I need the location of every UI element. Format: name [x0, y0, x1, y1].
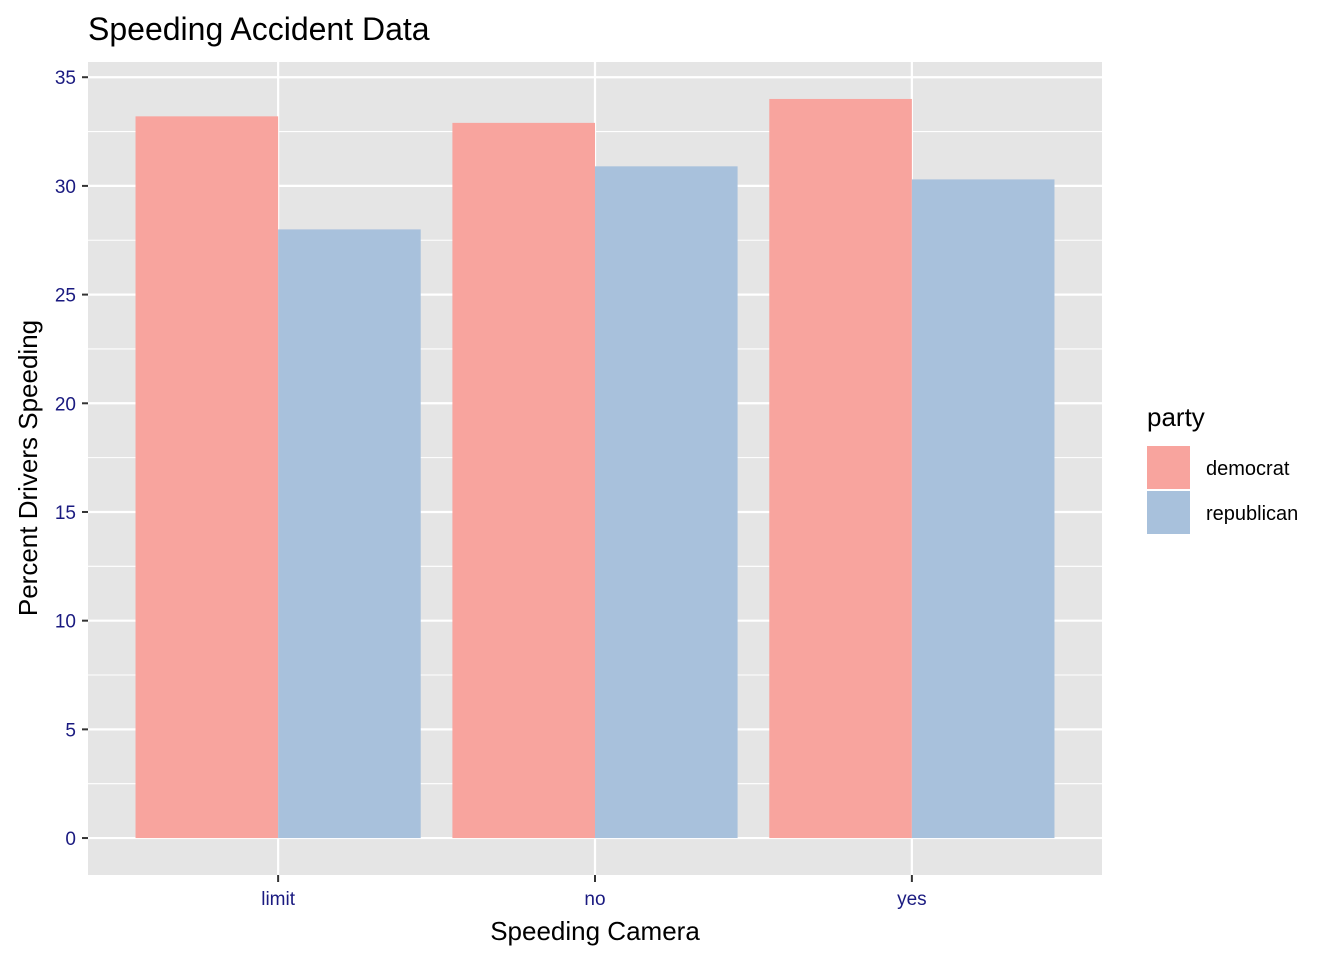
x-axis-label: Speeding Camera: [490, 916, 700, 946]
x-tick-label: no: [584, 889, 605, 910]
y-axis: 0 5 10 15 20 25 30 35: [55, 68, 88, 850]
y-tick-label: 35: [55, 68, 76, 89]
legend-swatch-democrat: [1147, 446, 1190, 489]
legend: party democrat republican: [1147, 402, 1298, 534]
y-tick-label: 5: [65, 720, 76, 741]
y-tick-label: 30: [55, 177, 76, 198]
legend-label-republican: republican: [1206, 503, 1298, 525]
chart-title: Speeding Accident Data: [88, 11, 430, 47]
y-tick-label: 15: [55, 503, 76, 524]
x-axis: limit no yes: [261, 875, 927, 910]
bar-republican-limit: [278, 229, 421, 839]
bar-democrat-no: [452, 122, 595, 839]
bar-democrat-yes: [769, 98, 912, 839]
legend-label-democrat: democrat: [1206, 458, 1290, 480]
legend-title: party: [1147, 402, 1205, 432]
x-tick-label: yes: [897, 889, 927, 910]
bars-group: [135, 98, 1055, 839]
y-tick-label: 20: [55, 394, 76, 415]
y-tick-label: 25: [55, 286, 76, 307]
y-tick-label: 10: [55, 612, 76, 633]
x-tick-label: limit: [261, 889, 295, 910]
bar-republican-no: [595, 166, 738, 839]
y-axis-label: Percent Drivers Speeding: [13, 320, 43, 616]
y-tick-label: 0: [65, 829, 76, 850]
bar-democrat-limit: [135, 116, 279, 839]
legend-swatch-republican: [1147, 491, 1190, 534]
bar-republican-yes: [911, 179, 1055, 839]
